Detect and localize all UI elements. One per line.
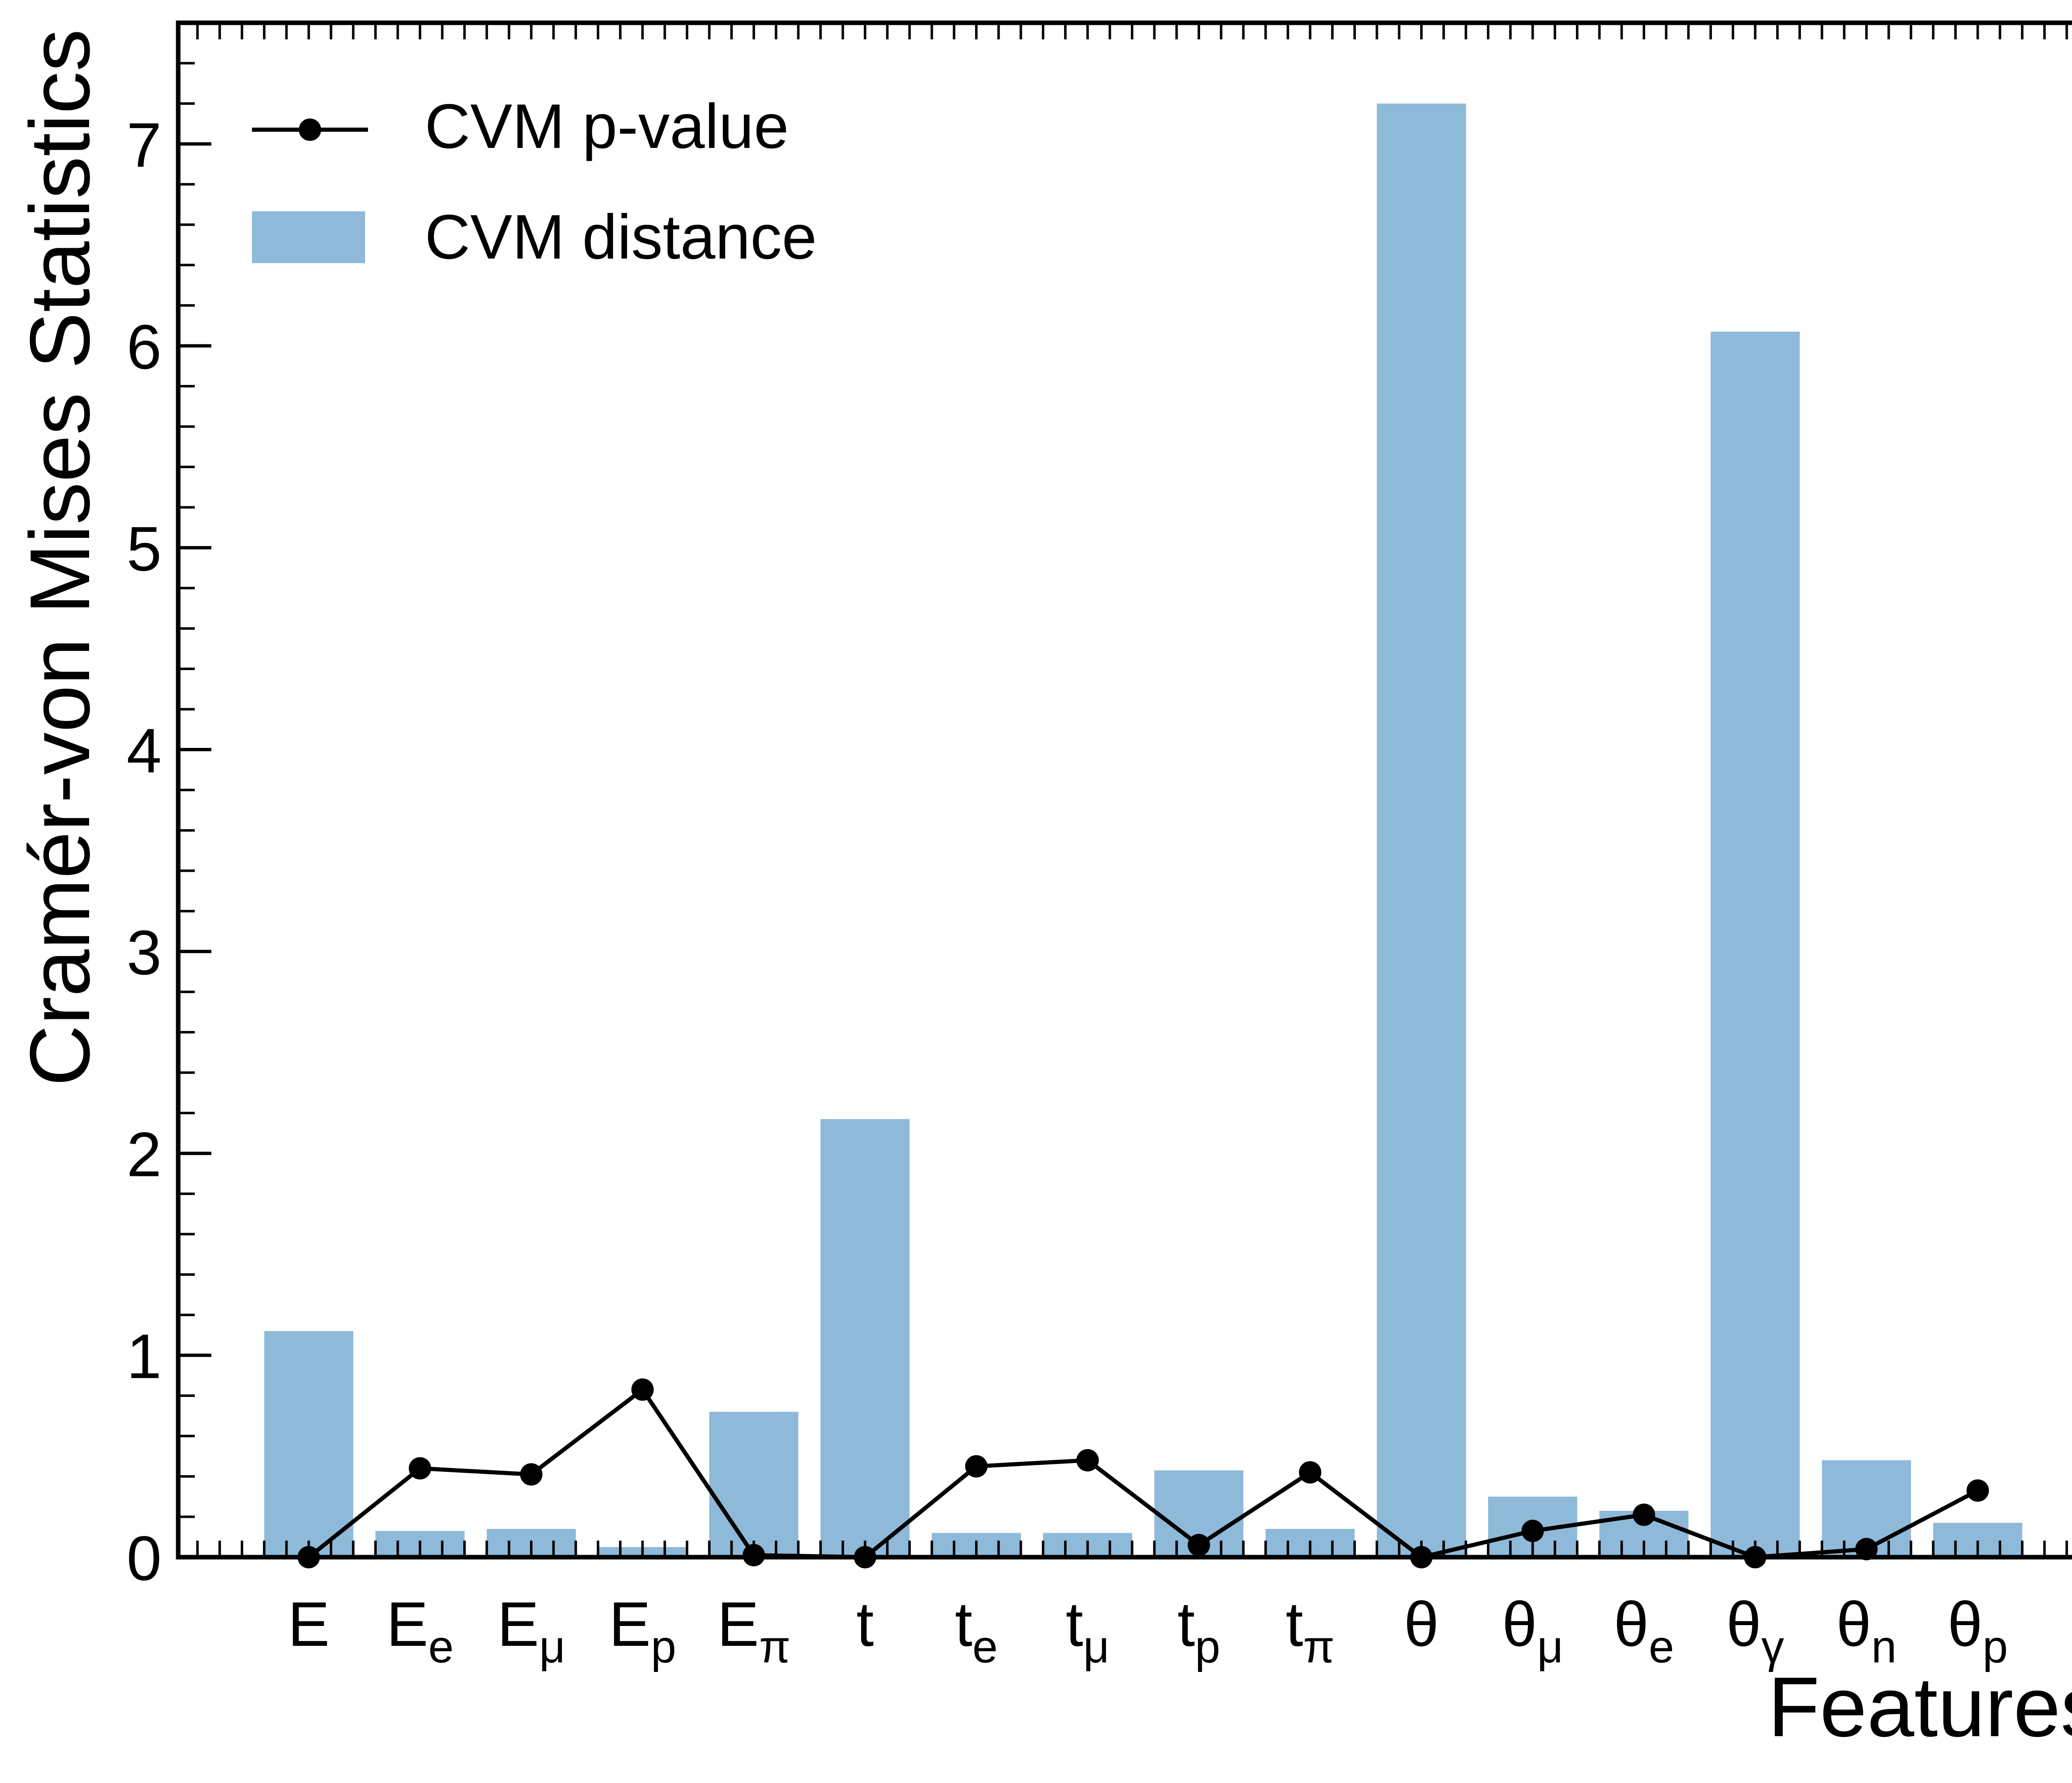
x-tick-label-base-11: θ bbox=[1502, 1589, 1537, 1660]
cvm-pvalue-line bbox=[298, 1378, 1989, 1568]
legend-pvalue-marker-swatch bbox=[299, 119, 321, 141]
x-tick-label-12: θe bbox=[1614, 1589, 1674, 1672]
x-tick-label-sub-8: p bbox=[1195, 1621, 1220, 1672]
x-tick-label-base-8: t bbox=[1177, 1589, 1195, 1660]
y-axis-label: Cramér-von Mises Statistics bbox=[12, 29, 107, 1086]
x-tick-label-base-12: θ bbox=[1614, 1589, 1649, 1660]
x-tick-label-base-6: t bbox=[955, 1589, 972, 1660]
bar-5 bbox=[821, 1119, 910, 1557]
pvalue-point-3 bbox=[631, 1378, 654, 1401]
bar-4 bbox=[709, 1412, 799, 1557]
x-tick-label-base-0: E bbox=[288, 1589, 329, 1660]
x-tick-label-9: tπ bbox=[1285, 1589, 1334, 1672]
x-tick-label-3: Ep bbox=[609, 1589, 676, 1672]
legend: CVM p-value CVM distance bbox=[252, 91, 817, 272]
x-tick-label-4: Eπ bbox=[717, 1589, 790, 1672]
x-tick-label-base-5: t bbox=[856, 1589, 874, 1660]
x-tick-label-base-7: t bbox=[1066, 1589, 1083, 1660]
x-tick-label-1: Ee bbox=[386, 1589, 454, 1672]
x-axis-label: Features bbox=[1768, 1660, 2072, 1754]
x-tick-label-base-13: θ bbox=[1726, 1589, 1762, 1660]
x-tick-label-sub-15: p bbox=[1982, 1621, 2008, 1672]
x-tick-label-base-3: E bbox=[609, 1589, 651, 1660]
x-tick-label-sub-3: p bbox=[651, 1621, 676, 1672]
y-tick-label-0: 0 bbox=[126, 1523, 162, 1594]
y-tick-label-6: 6 bbox=[126, 312, 162, 382]
x-tick-label-sub-6: e bbox=[973, 1621, 998, 1672]
x-tick-label-base-14: θ bbox=[1836, 1589, 1871, 1660]
x-tick-label-base-2: E bbox=[497, 1589, 539, 1660]
x-tick-label-sub-12: e bbox=[1649, 1621, 1674, 1672]
pvalue-point-6 bbox=[965, 1455, 988, 1478]
legend-distance-swatch bbox=[252, 211, 365, 263]
pvalue-point-7 bbox=[1076, 1449, 1099, 1472]
x-tick-label-15: θp bbox=[1948, 1589, 2008, 1672]
x-tick-label-13: θγ bbox=[1726, 1589, 1784, 1672]
x-tick-label-11: θμ bbox=[1502, 1589, 1564, 1672]
x-tick-label-sub-9: π bbox=[1303, 1621, 1335, 1672]
x-tick-label-base-4: E bbox=[717, 1589, 759, 1660]
bar-10 bbox=[1377, 103, 1466, 1557]
x-tick-label-sub-14: n bbox=[1871, 1621, 1897, 1672]
x-tick-label-sub-7: μ bbox=[1083, 1621, 1109, 1672]
y-tick-label-2: 2 bbox=[126, 1120, 162, 1190]
y-tick-label-7: 7 bbox=[126, 110, 162, 180]
pvalue-point-1 bbox=[409, 1457, 431, 1480]
x-tick-label-base-10: θ bbox=[1404, 1589, 1439, 1660]
pvalue-point-2 bbox=[520, 1463, 542, 1486]
y-tick-label-4: 4 bbox=[126, 716, 162, 786]
pvalue-point-12 bbox=[1633, 1503, 1655, 1526]
x-tick-label-7: tμ bbox=[1066, 1589, 1110, 1672]
x-tick-label-sub-13: γ bbox=[1761, 1621, 1784, 1672]
x-tick-label-14: θn bbox=[1836, 1589, 1897, 1672]
x-tick-label-sub-11: μ bbox=[1537, 1621, 1563, 1672]
pvalue-point-11 bbox=[1521, 1519, 1544, 1542]
x-tick-label-base-1: E bbox=[386, 1589, 428, 1660]
pvalue-point-9 bbox=[1299, 1461, 1322, 1484]
legend-label-pvalue: CVM p-value bbox=[425, 91, 789, 162]
x-tick-label-sub-2: μ bbox=[539, 1621, 565, 1672]
x-tick-label-5: t bbox=[856, 1589, 874, 1660]
x-tick-label-sub-4: π bbox=[759, 1621, 791, 1672]
bar-0 bbox=[264, 1331, 353, 1557]
bar-13 bbox=[1711, 331, 1800, 1557]
y-tick-label-1: 1 bbox=[126, 1321, 162, 1392]
x-tick-label-6: te bbox=[955, 1589, 997, 1672]
x-tick-label-2: Eμ bbox=[497, 1589, 566, 1672]
pvalue-polyline bbox=[307, 1387, 1979, 1559]
x-tick-label-base-9: t bbox=[1285, 1589, 1303, 1660]
pvalue-point-15 bbox=[1966, 1479, 1989, 1502]
y-tick-label-3: 3 bbox=[126, 917, 162, 988]
x-tick-label-base-15: θ bbox=[1948, 1589, 1983, 1660]
x-tick-label-10: θ bbox=[1404, 1589, 1439, 1660]
x-tick-label-8: tp bbox=[1177, 1589, 1220, 1672]
legend-label-distance: CVM distance bbox=[425, 202, 817, 272]
y-tick-label-5: 5 bbox=[126, 514, 162, 584]
x-tick-label-0: E bbox=[288, 1589, 329, 1660]
x-tick-label-sub-1: e bbox=[428, 1621, 454, 1672]
